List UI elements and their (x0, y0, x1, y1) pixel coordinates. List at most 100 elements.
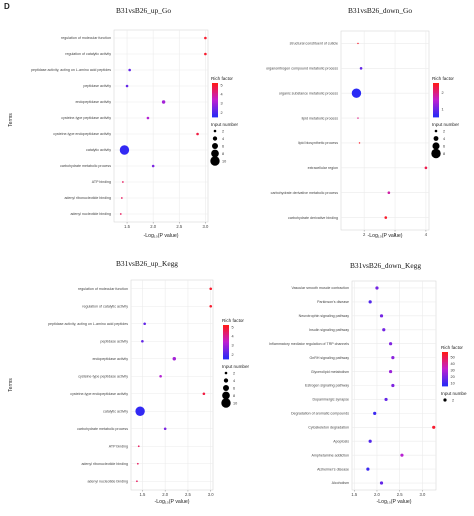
colorbar-segment (212, 111, 218, 114)
color-legend-title: Rich factor (441, 345, 463, 350)
size-legend-label: 2 (452, 398, 454, 402)
colorbar-segment (223, 330, 229, 333)
colorbar-segment (442, 381, 448, 384)
colorbar-segment (212, 92, 218, 95)
colorbar-segment (212, 108, 218, 111)
category-label: cysteine-type peptidase activity (61, 116, 111, 120)
category-label: endopeptidase activity (92, 357, 128, 361)
colorbar-segment (212, 105, 218, 108)
x-tick-label: 2.0 (374, 492, 380, 497)
colorbar-tick-label: 40 (451, 362, 455, 366)
category-label: adenyl ribonucleotide binding (81, 462, 128, 466)
size-legend-label: 4 (443, 137, 445, 141)
colorbar-segment (433, 114, 439, 116)
colorbar-segment (433, 91, 439, 94)
category-label: structural constituent of cuticle (290, 42, 338, 46)
x-tick-label: 3 (394, 232, 397, 237)
colorbar-segment (433, 84, 439, 87)
chart-title-down-kegg: B31vsB26_down_Kegg (350, 261, 422, 270)
data-point (143, 322, 146, 326)
colorbar-segment (433, 97, 439, 99)
colorbar-segment (223, 329, 229, 332)
size-legend-dot (224, 371, 228, 375)
size-legend-dot (221, 398, 231, 408)
colorbar-tick-label: 2 (221, 111, 223, 115)
size-legend-label: 2 (233, 371, 235, 375)
x-tick-label: 2.5 (185, 492, 191, 497)
colorbar-segment (442, 369, 448, 371)
x-axis-label: -Log₁₀(P value) (368, 233, 403, 239)
colorbar-segment (223, 344, 229, 347)
colorbar-segment (433, 98, 439, 101)
colorbar-segment (433, 102, 439, 105)
colorbar-tick-label: 2 (442, 91, 444, 95)
data-point (128, 68, 131, 72)
colorbar-segment (212, 95, 218, 98)
plot-area (130, 279, 214, 491)
data-point (196, 132, 199, 136)
category-label: carbohydrate derivative metabolic proces… (271, 191, 339, 195)
colorbar-segment (442, 377, 448, 380)
size-legend-title: Input number (211, 122, 239, 127)
colorbar-segment (223, 326, 229, 329)
colorbar-segment (442, 363, 448, 366)
category-label: peptidase activity (100, 339, 128, 343)
data-point (120, 197, 123, 199)
x-tick-label: 4 (425, 232, 428, 237)
colorbar-segment (433, 115, 439, 118)
category-label: carbohydrate derivative binding (288, 216, 338, 220)
data-point (388, 369, 393, 374)
size-legend-dot (432, 142, 440, 150)
colorbar-segment (442, 374, 448, 377)
colorbar-tick-label: 3 (232, 344, 234, 348)
category-label: cysteine-type endopeptidase activity (70, 392, 128, 396)
colorbar-segment (442, 354, 448, 357)
colorbar-segment (442, 367, 448, 370)
category-label: lipid metabolic process (302, 116, 339, 120)
colorbar-segment (212, 104, 218, 107)
category-label: regulation of catalytic activity (82, 304, 128, 308)
size-legend-title: Input numbe (441, 391, 467, 396)
category-label: Alzheimer's disease (317, 467, 349, 471)
figure-panel-label: D (4, 2, 10, 11)
size-legend-dot (433, 136, 439, 141)
colorbar-segment (442, 360, 448, 363)
colorbar-segment (212, 100, 218, 102)
x-tick-label: 1.5 (124, 224, 130, 229)
category-label: Amphetamine addiction (311, 453, 349, 457)
colorbar-segment (223, 357, 229, 360)
data-point (373, 411, 377, 415)
colorbar-segment (433, 107, 439, 109)
data-point (368, 300, 372, 304)
category-label: adenyl nucleotide binding (87, 479, 128, 483)
category-label: Apoptosis (333, 439, 349, 443)
category-label: adenyl ribonucleotide binding (64, 196, 111, 200)
colorbar-tick-label: 1 (442, 107, 444, 111)
size-legend-label: 2 (222, 129, 224, 133)
data-point (400, 453, 404, 457)
colorbar-tick-label: 20 (451, 375, 455, 379)
colorbar-tick-label: 3 (221, 102, 223, 106)
colorbar-segment (212, 83, 218, 85)
colorbar-segment (223, 356, 229, 358)
category-label: peptidase activity, acting on L-amino ac… (48, 322, 128, 326)
category-label: cysteine-type endopeptidase activity (53, 132, 111, 136)
category-label: Degradation of aromatic compounds (291, 412, 349, 416)
size-legend-dot (213, 129, 217, 133)
colorbar-segment (212, 85, 218, 88)
colorbar-segment (223, 346, 229, 349)
colorbar-segment (442, 384, 448, 387)
colorbar-segment (212, 84, 218, 87)
size-legend-dot (222, 391, 230, 400)
colorbar-segment (433, 100, 439, 102)
category-label: Inflammatory mediator regulation of TRP … (269, 342, 349, 346)
category-label: regulation of catalytic activity (65, 52, 111, 56)
size-legend-dot (212, 136, 218, 141)
plot-area (113, 29, 209, 223)
colorbar-tick-label: 5 (221, 83, 223, 87)
data-point (357, 117, 359, 119)
x-tick-label: 1.5 (139, 492, 145, 497)
category-label: ATP binding (92, 180, 111, 184)
